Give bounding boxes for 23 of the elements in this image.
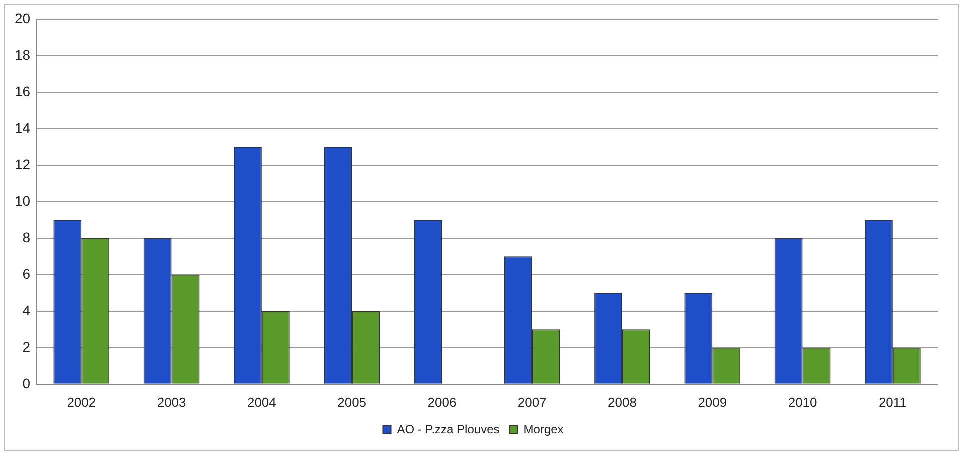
legend-label: AO - P.zza Plouves: [397, 422, 500, 436]
x-tick-label: 2007: [518, 394, 547, 410]
y-tick-label: 10: [14, 192, 31, 209]
y-tick-label: 0: [22, 375, 31, 392]
y-tick-label: 4: [22, 302, 31, 318]
x-tick-label: 2003: [157, 394, 186, 410]
y-tick-label: 6: [22, 266, 31, 282]
y-tick-label: 14: [14, 120, 31, 136]
y-tick-label: 12: [14, 156, 31, 172]
x-tick-label: 2005: [338, 394, 367, 410]
x-tick-label: 2010: [788, 394, 818, 410]
y-tick-label: 20: [14, 10, 31, 26]
y-tick-label: 16: [14, 83, 31, 100]
x-tick-label: 2002: [67, 394, 96, 410]
x-tick-label: 2006: [428, 394, 457, 410]
x-tick-label: 2011: [878, 394, 907, 410]
x-tick-label: 2004: [247, 394, 276, 410]
y-tick-label: 18: [14, 46, 31, 63]
x-tick-label: 2009: [698, 394, 728, 410]
legend-label: Morgex: [524, 422, 564, 436]
y-tick-label: 8: [22, 229, 31, 246]
y-tick-label: 2: [22, 338, 31, 355]
x-tick-label: 2008: [608, 394, 637, 410]
